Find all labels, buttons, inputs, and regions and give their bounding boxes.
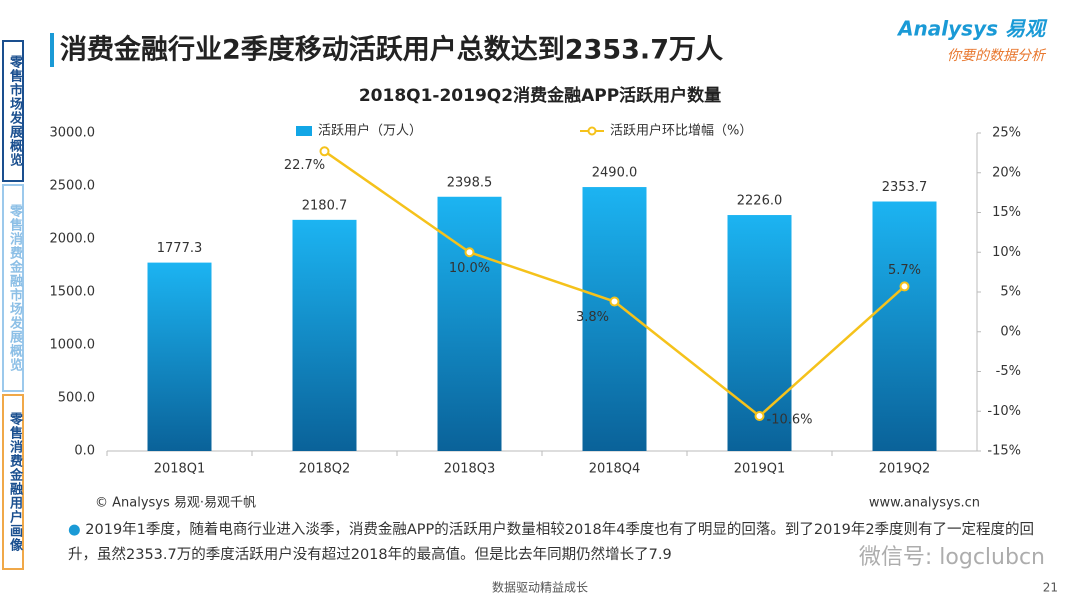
line-marker	[754, 411, 765, 422]
footer-motto: 数据驱动精益成长	[492, 580, 588, 595]
slogan: 你要的数据分析	[947, 48, 1047, 64]
y2-tick-label: 10%	[992, 245, 1021, 260]
y2-tick-label: 25%	[992, 126, 1021, 141]
line-marker	[319, 146, 330, 157]
bar	[292, 219, 357, 451]
y2-tick-label: -15%	[987, 444, 1021, 459]
y2-tick-label: -10%	[987, 404, 1021, 419]
title-accent	[50, 33, 54, 67]
sidebar-tab: 零售消费金融市场发展概览	[2, 184, 24, 392]
line-marker	[464, 247, 475, 258]
y-tick-label: 2000.0	[50, 232, 96, 247]
y2-tick-label: 15%	[992, 205, 1021, 220]
y-tick-label: 3000.0	[50, 126, 96, 141]
page-number: 21	[1043, 581, 1058, 595]
bar-value-label: 2226.0	[737, 194, 783, 209]
bar	[147, 262, 212, 451]
source: © Analysys 易观·易观千帆	[95, 496, 256, 511]
line-value-label: -10.6%	[767, 413, 813, 428]
y2-tick-label: 0%	[1000, 324, 1021, 339]
bar-value-label: 1777.3	[157, 241, 203, 256]
bullet-body: 2019年1季度，随着电商行业进入淡季，消费金融APP的活跃用户数量相较2018…	[68, 522, 1035, 563]
x-tick-label: 2018Q4	[589, 462, 641, 477]
x-tick-label: 2019Q2	[879, 462, 931, 477]
y-tick-label: 500.0	[58, 391, 95, 406]
line-value-label: 3.8%	[576, 310, 609, 325]
x-tick-label: 2018Q3	[444, 462, 496, 477]
bullet-text: ● 2019年1季度，随着电商行业进入淡季，消费金融APP的活跃用户数量相较20…	[68, 522, 1035, 563]
legend-label: 活跃用户环比增幅（%）	[610, 123, 752, 139]
line-marker	[899, 281, 910, 292]
bar-value-label: 2398.5	[447, 175, 493, 190]
line-value-label: 22.7%	[284, 158, 325, 173]
line-marker	[609, 296, 620, 307]
legend-marker	[587, 126, 597, 136]
slide-title: 消费金融行业2季度移动活跃用户总数达到2353.7万人	[60, 34, 723, 66]
y2-tick-label: 20%	[992, 165, 1021, 180]
website: www.analysys.cn	[869, 496, 980, 511]
y-tick-label: 1500.0	[50, 285, 96, 300]
y2-tick-label: -5%	[996, 364, 1021, 379]
bar-value-label: 2490.0	[592, 166, 638, 181]
watermark: 微信号: logclubcn	[859, 545, 1045, 570]
y-tick-label: 2500.0	[50, 179, 96, 194]
sidebar-tab: 零售市场发展概览	[2, 40, 24, 182]
legend-label: 活跃用户（万人）	[318, 123, 422, 139]
x-tick-label: 2018Q2	[299, 462, 351, 477]
sidebar-tab: 零售消费金融用户画像	[2, 394, 24, 570]
y-tick-label: 0.0	[74, 444, 95, 459]
bar-value-label: 2353.7	[882, 180, 928, 195]
logo: Analysys 易观	[896, 17, 1048, 41]
line-value-label: 5.7%	[888, 263, 921, 278]
y2-tick-label: 5%	[1000, 285, 1021, 300]
x-tick-label: 2018Q1	[154, 462, 206, 477]
x-tick-label: 2019Q1	[734, 462, 786, 477]
bar-value-label: 2180.7	[302, 198, 348, 213]
bar	[872, 201, 937, 451]
bar	[437, 196, 502, 451]
legend-swatch	[296, 126, 312, 136]
y-tick-label: 1000.0	[50, 338, 96, 353]
line-value-label: 10.0%	[449, 261, 490, 276]
chart-title: 2018Q1-2019Q2消费金融APP活跃用户数量	[359, 85, 721, 106]
